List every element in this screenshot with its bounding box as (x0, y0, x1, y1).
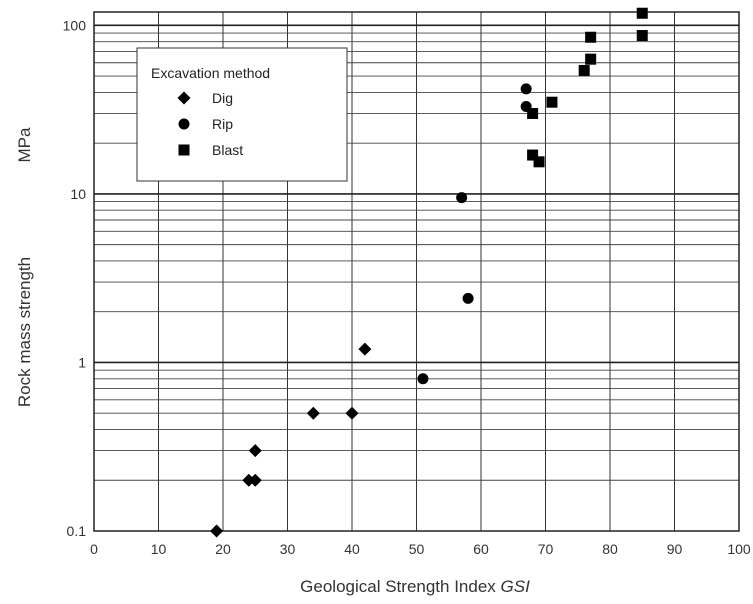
dig-point (248, 473, 262, 487)
grid (94, 12, 739, 531)
x-tick-label: 90 (667, 541, 683, 557)
y-tick-label: 100 (63, 17, 87, 33)
x-axis-title-italic: GSI (501, 577, 531, 596)
x-tick-label: 30 (280, 541, 296, 557)
blast-point (636, 30, 648, 42)
legend-label-rip: Rip (212, 116, 233, 132)
y-axis-title: Rock mass strength MPa (15, 127, 34, 407)
blast-point (585, 31, 597, 43)
data-points (210, 7, 648, 538)
dig-point (345, 406, 359, 420)
blast-point (546, 96, 558, 108)
legend-marker-dig (177, 91, 191, 105)
legend: Excavation method Dig Rip Blast (136, 47, 348, 182)
rip-point (520, 83, 532, 95)
x-axis-ticks: 0 10 20 30 40 50 60 70 80 90 100 (90, 541, 751, 557)
x-tick-label: 10 (151, 541, 167, 557)
blast-point (636, 7, 648, 19)
legend-marker-blast (178, 144, 190, 156)
legend-box (136, 47, 348, 182)
rip-point (462, 292, 474, 304)
x-tick-label: 100 (727, 541, 751, 557)
x-tick-label: 20 (215, 541, 231, 557)
blast-point (527, 149, 539, 161)
y-tick-label: 0.1 (67, 523, 87, 539)
x-tick-label: 50 (409, 541, 425, 557)
dig-point (248, 444, 262, 458)
dig-point (306, 406, 320, 420)
x-tick-label: 70 (538, 541, 554, 557)
blast-point (533, 156, 545, 168)
x-axis-title-main: Geological Strength Index (300, 577, 496, 596)
blast-point (585, 53, 597, 65)
y-axis-title-unit: MPa (15, 127, 34, 163)
blast-point (578, 64, 590, 76)
legend-title: Excavation method (151, 65, 270, 81)
x-tick-label: 80 (602, 541, 618, 557)
legend-label-dig: Dig (212, 90, 233, 106)
dig-point (358, 342, 372, 356)
y-tick-label: 1 (78, 354, 86, 370)
x-axis-title: Geological Strength Index GSI (300, 577, 530, 596)
legend-marker-rip (178, 118, 190, 130)
rip-point (456, 192, 468, 204)
blast-point (527, 107, 539, 119)
legend-label-blast: Blast (212, 142, 243, 158)
dig-point (210, 524, 224, 538)
x-tick-label: 0 (90, 541, 98, 557)
y-tick-label: 10 (70, 186, 86, 202)
plot-frame (93, 11, 740, 532)
y-axis-title-main: Rock mass strength (15, 257, 34, 407)
x-tick-label: 60 (473, 541, 489, 557)
x-tick-label: 40 (344, 541, 360, 557)
rip-point (417, 373, 429, 385)
y-axis-ticks: 0.1 1 10 100 (63, 17, 87, 539)
